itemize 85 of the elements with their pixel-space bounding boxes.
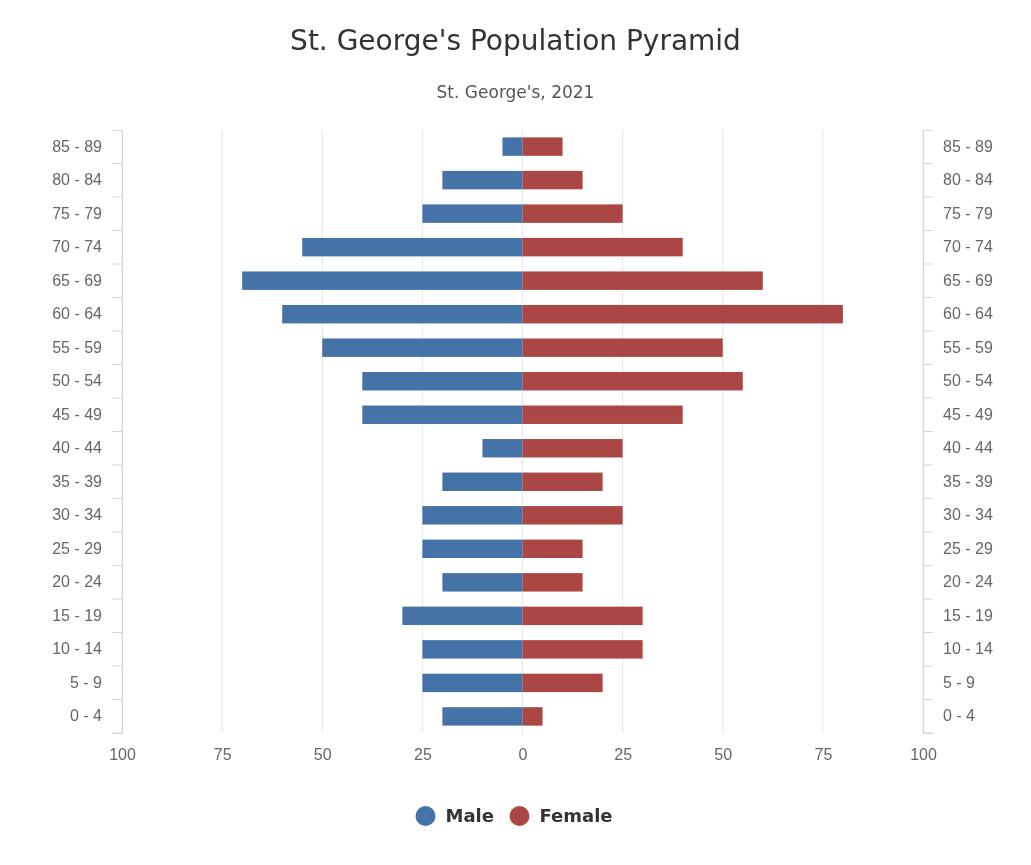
bar	[522, 237, 683, 257]
bar	[422, 673, 523, 693]
bar	[422, 506, 523, 525]
bar	[442, 170, 523, 190]
y-tick-label: 10 - 14	[943, 640, 993, 658]
category-label: 25 - 29	[52, 539, 102, 557]
x-tick-label: 25	[413, 746, 432, 764]
bar	[362, 372, 523, 391]
category-label: 30 - 34	[52, 506, 102, 524]
y-tick-label: 35 - 39	[943, 472, 993, 490]
y-tick-label: 15 - 19	[943, 606, 993, 624]
x-tick-label: 50	[313, 746, 332, 764]
bar	[522, 439, 623, 458]
bar	[422, 640, 523, 659]
category-label: 50 - 54	[52, 372, 102, 390]
bar	[482, 439, 523, 458]
bar	[422, 539, 523, 559]
legend-label: Male	[445, 805, 494, 826]
bar	[402, 606, 523, 626]
x-tick-label: 100	[109, 746, 136, 764]
y-tick-label: 80 - 84	[943, 171, 993, 189]
category-label: 45 - 49	[52, 405, 102, 423]
bar	[362, 405, 523, 424]
bar	[522, 338, 723, 357]
x-tick-label: 50	[714, 746, 733, 764]
category-label: 5 - 9	[69, 673, 102, 691]
bar	[522, 304, 843, 324]
bar	[522, 204, 623, 223]
category-label: 55 - 59	[52, 338, 102, 356]
x-tick-label: 75	[213, 746, 232, 764]
bar	[522, 539, 583, 559]
category-label: 0 - 4	[69, 707, 102, 725]
chart-title: St. George's Population Pyramid	[290, 24, 741, 57]
category-label: 60 - 64	[52, 305, 102, 323]
y-tick-label: 50 - 54	[943, 372, 993, 390]
x-tick-label: 25	[614, 746, 633, 764]
bar	[242, 271, 523, 290]
bar	[502, 137, 523, 156]
bar	[322, 338, 523, 357]
y-tick-label: 40 - 44	[943, 439, 993, 457]
bar	[522, 170, 583, 190]
category-label: 70 - 74	[52, 238, 102, 256]
category-label: 85 - 89	[52, 137, 102, 155]
bar	[522, 137, 563, 156]
category-label: 80 - 84	[52, 171, 102, 189]
category-label: 10 - 14	[52, 640, 102, 658]
y-tick-label: 45 - 49	[943, 405, 993, 423]
y-tick-label: 75 - 79	[943, 204, 993, 222]
bar	[442, 573, 523, 592]
y-tick-label: 5 - 9	[943, 673, 976, 691]
y-tick-label: 25 - 29	[943, 539, 993, 557]
chart-subtitle: St. George's, 2021	[436, 82, 595, 102]
category-label: 40 - 44	[52, 439, 102, 457]
x-tick-label: 100	[910, 746, 937, 764]
y-tick-label: 70 - 74	[943, 238, 993, 256]
x-tick-label: 75	[814, 746, 833, 764]
y-tick-label: 0 - 4	[943, 707, 976, 725]
category-label: 75 - 79	[52, 204, 102, 222]
bar	[522, 573, 583, 592]
y-tick-label: 60 - 64	[943, 305, 993, 323]
category-label: 15 - 19	[52, 606, 102, 624]
bar	[442, 707, 523, 726]
bar	[522, 606, 643, 626]
category-label: 65 - 69	[52, 271, 102, 289]
bar	[522, 271, 763, 290]
category-label: 20 - 24	[52, 573, 102, 591]
bar	[442, 472, 523, 491]
x-tick-label: 0	[518, 746, 528, 764]
bar	[522, 472, 603, 491]
legend-label: Female	[539, 805, 613, 826]
y-tick-label: 85 - 89	[943, 137, 993, 155]
bar	[522, 372, 743, 391]
y-tick-label: 55 - 59	[943, 338, 993, 356]
bar	[282, 304, 523, 324]
bar	[522, 506, 623, 525]
y-tick-label: 65 - 69	[943, 271, 993, 289]
category-label: 35 - 39	[52, 472, 102, 490]
bar	[522, 673, 603, 693]
bar	[522, 707, 543, 726]
y-tick-label: 20 - 24	[943, 573, 993, 591]
bar	[302, 237, 523, 257]
bar	[522, 405, 683, 424]
bar	[522, 640, 643, 659]
y-tick-label: 30 - 34	[943, 506, 993, 524]
bar	[422, 204, 523, 223]
